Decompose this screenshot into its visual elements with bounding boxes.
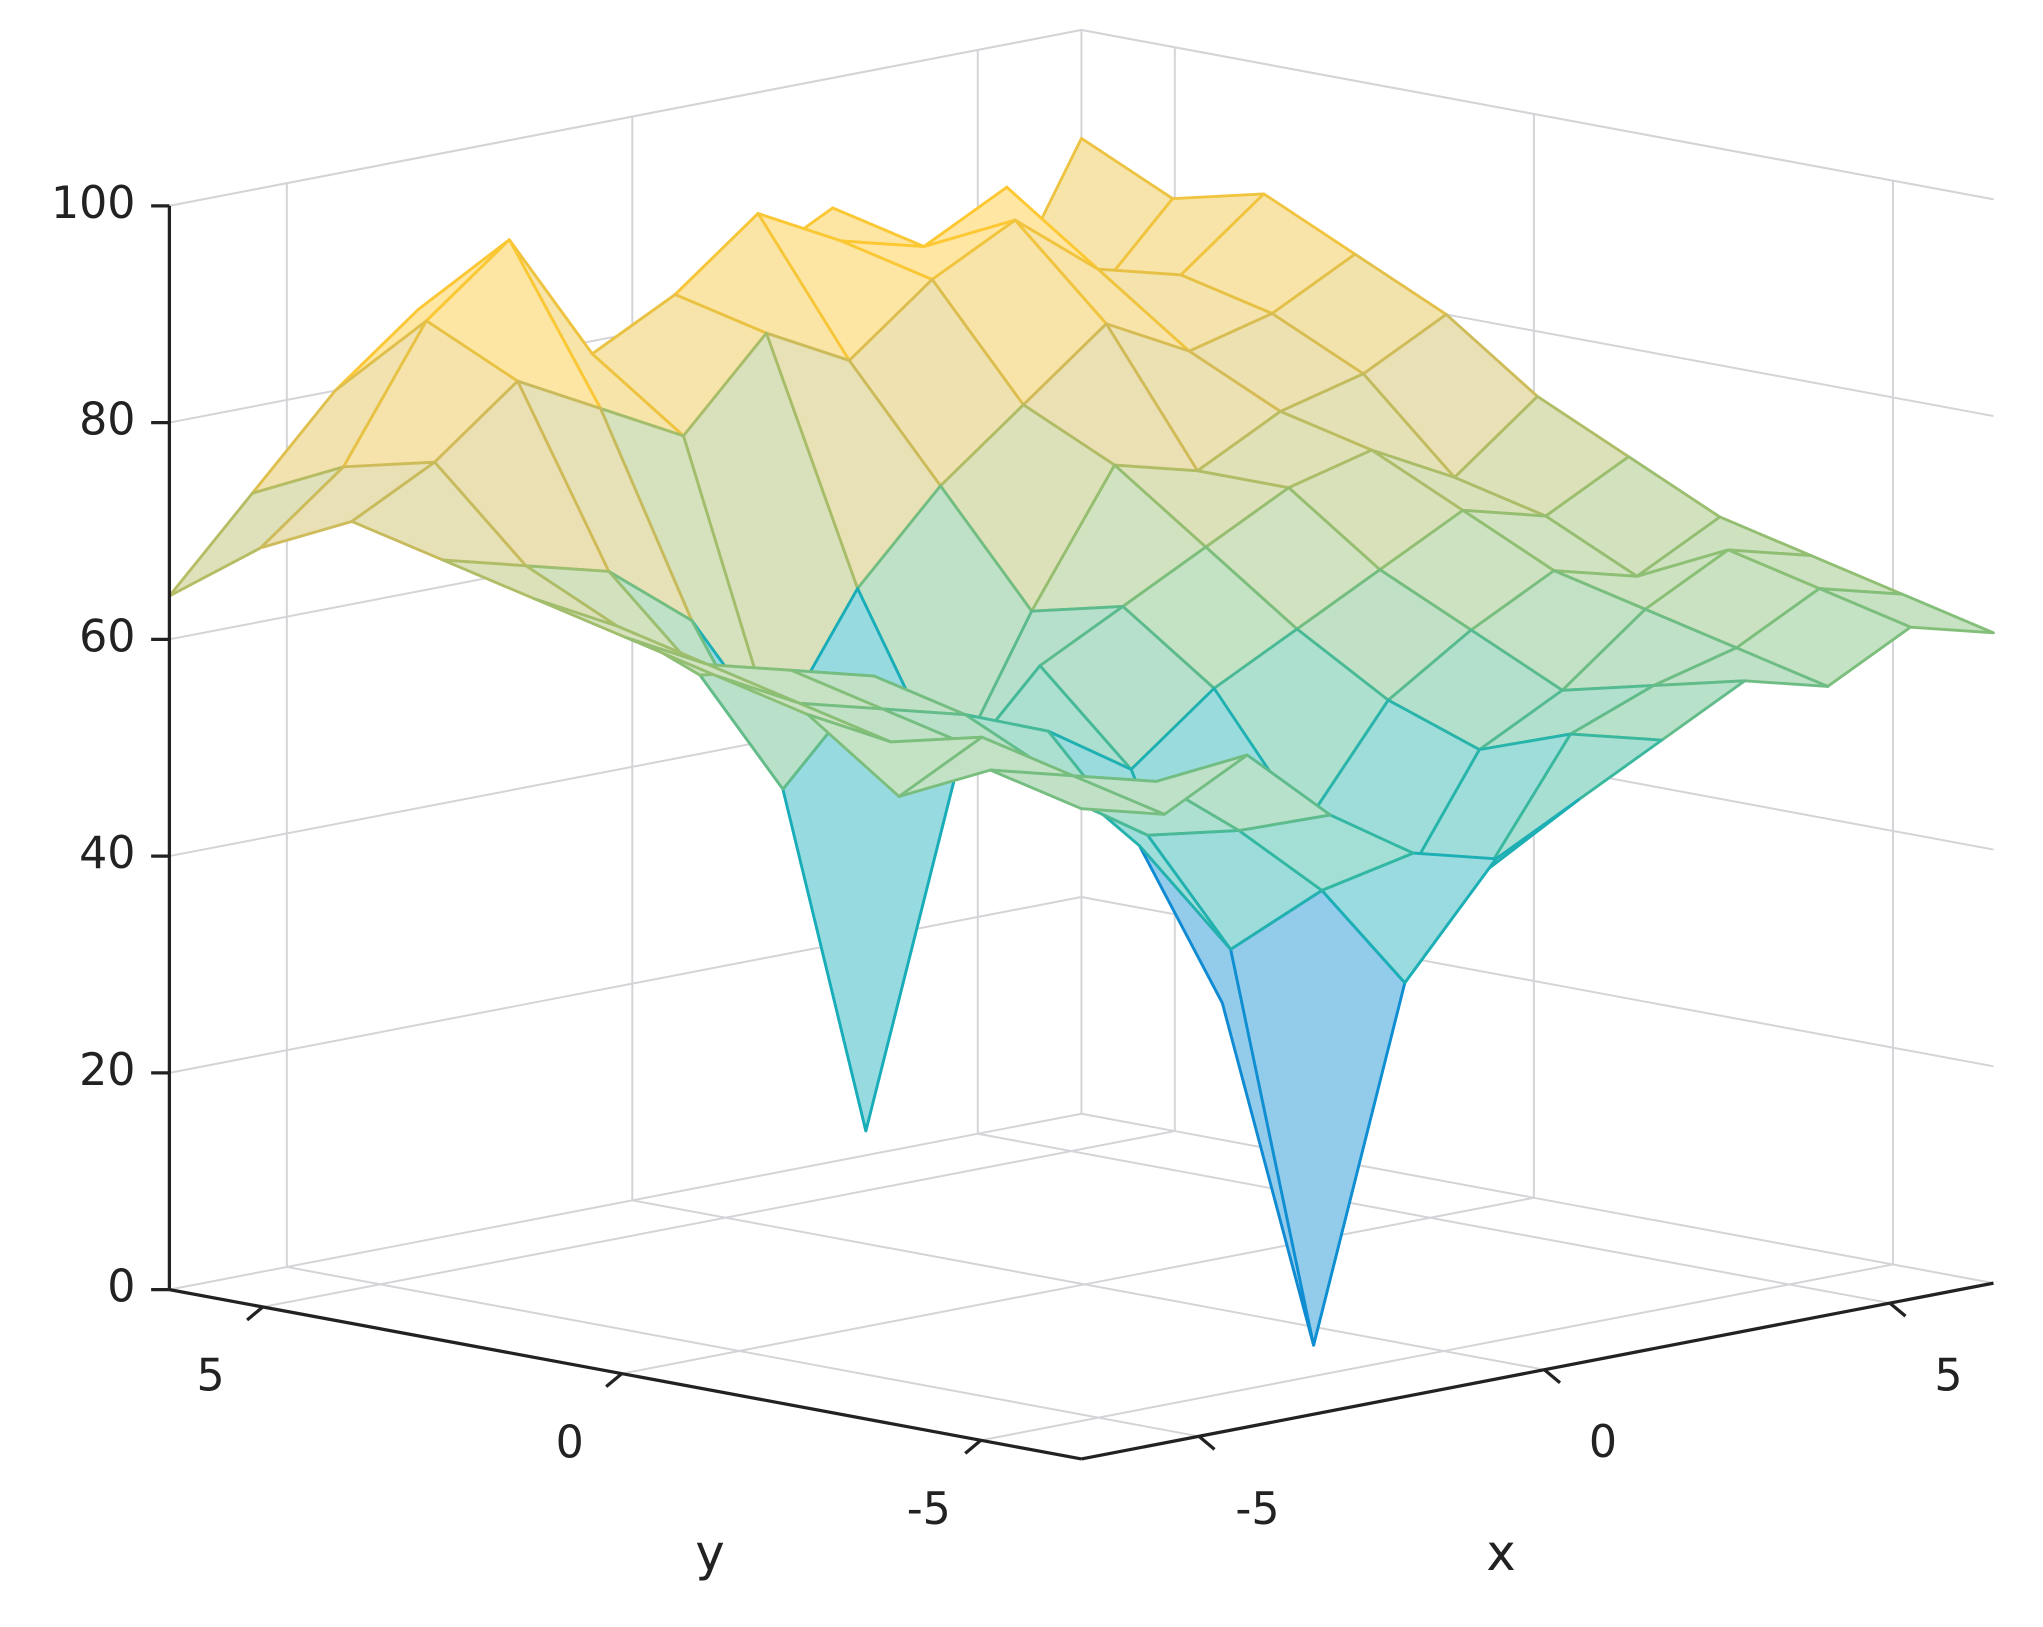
y-tick: [964, 1439, 982, 1455]
x-tick: [1543, 1368, 1562, 1384]
x-axis-label: x: [1486, 1524, 1515, 1582]
grid-line: [286, 1266, 1200, 1438]
mesh-face: [988, 768, 1166, 816]
y-tick: [605, 1372, 623, 1388]
y-tick-label: 5: [197, 1351, 225, 1402]
grid-line: [621, 1196, 1535, 1375]
grid-line: [169, 896, 1082, 1074]
grid-line: [980, 1263, 1894, 1442]
y-tick-label: -5: [907, 1484, 951, 1535]
grid-line: [262, 1130, 1175, 1308]
grid-line: [1081, 1112, 1994, 1285]
z-tick-label: 100: [51, 178, 136, 229]
y-tick: [246, 1305, 264, 1322]
y-axis-label: y: [695, 1524, 724, 1582]
grid-line: [169, 1112, 1082, 1291]
x-tick-label: 0: [1589, 1417, 1617, 1468]
mesh: [167, 136, 1995, 1347]
z-tick-label: 0: [107, 1262, 135, 1313]
z-tick-label: 20: [79, 1045, 135, 1096]
grid-line: [632, 1199, 1545, 1371]
z-tick-label: 60: [79, 611, 135, 662]
grid-line: [977, 1132, 1891, 1305]
box-edge: [169, 29, 1082, 207]
box-edge: [1081, 29, 1994, 201]
x-tick: [1197, 1435, 1216, 1451]
y-tick-label: 0: [556, 1417, 584, 1468]
x-tick: [1888, 1301, 1907, 1318]
x-tick-label: -5: [1235, 1484, 1279, 1535]
y-axis: [169, 1288, 1082, 1461]
axes: 0 20 40 60 80 100 -5 0 5 -5 0 5: [51, 178, 1994, 1535]
z-tick-label: 40: [79, 828, 135, 879]
x-axis: [1081, 1281, 1994, 1461]
z-tick-label: 80: [79, 395, 135, 446]
x-tick-label: 5: [1934, 1351, 1962, 1402]
